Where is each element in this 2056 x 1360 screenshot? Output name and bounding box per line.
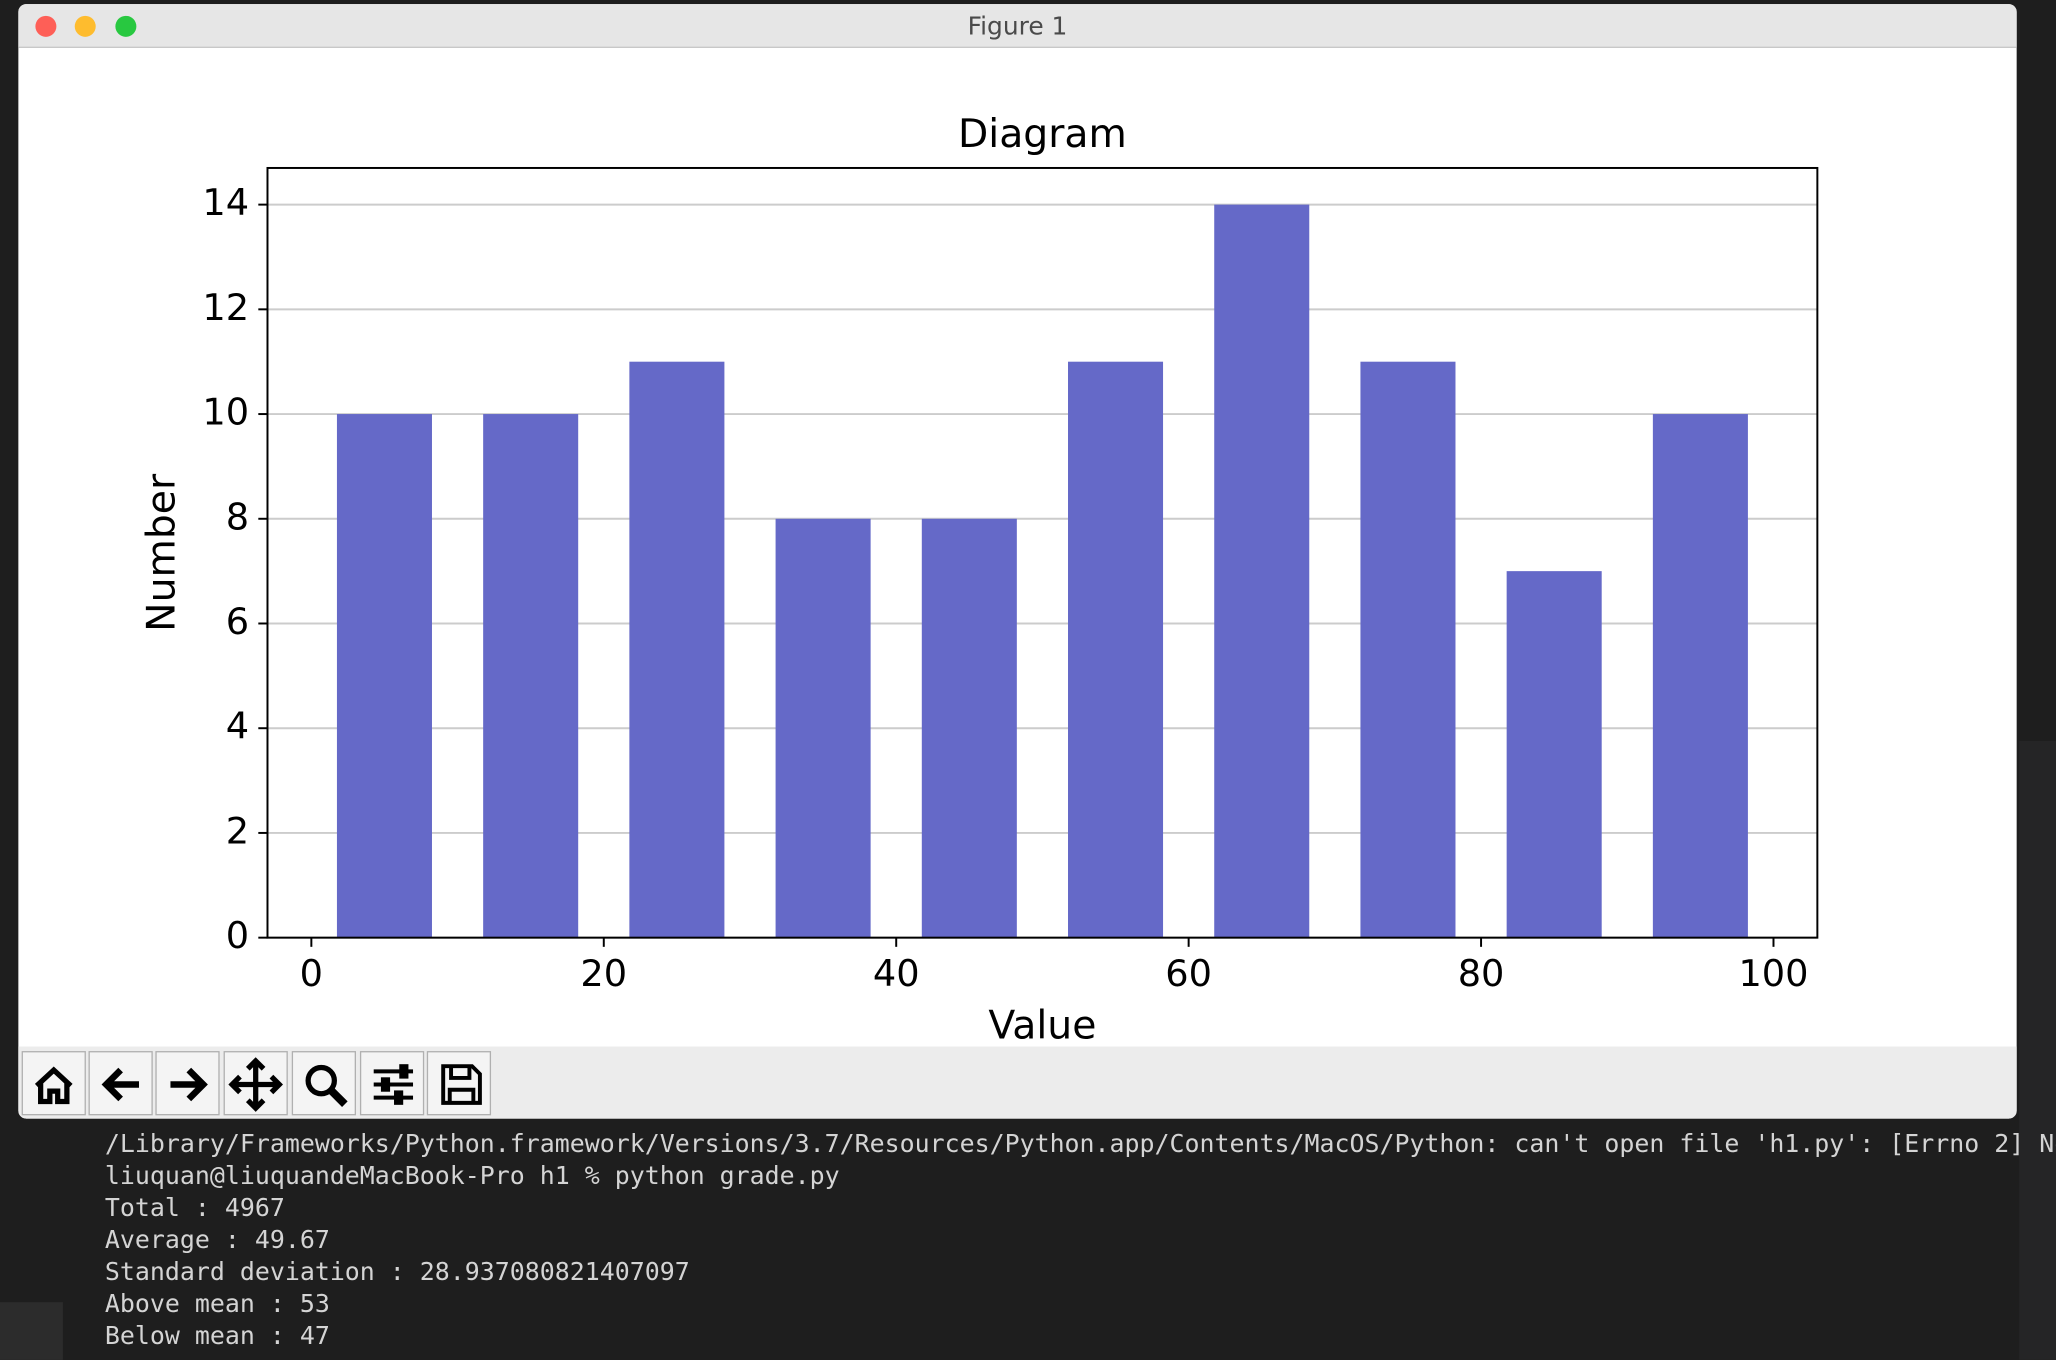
pan-icon	[228, 1057, 283, 1112]
bar	[629, 361, 725, 938]
chart-title: Diagram	[958, 111, 1127, 157]
y-tick-label: 12	[202, 286, 249, 329]
x-tick-label: 0	[300, 952, 323, 995]
close-button[interactable]	[35, 15, 57, 37]
y-tick-label: 4	[226, 705, 249, 748]
configure-slider	[380, 1077, 391, 1092]
bar	[921, 518, 1017, 938]
terminal-line: Total : 4967	[105, 1193, 285, 1222]
y-tick-label: 6	[226, 600, 249, 643]
bar	[1652, 414, 1748, 938]
x-tick-label: 100	[1738, 952, 1808, 995]
zoom-tool-button[interactable]	[291, 1051, 356, 1116]
zoom-icon	[305, 1064, 337, 1097]
terminal: /Library/Frameworks/Python.framework/Ver…	[105, 1129, 2056, 1350]
home-icon	[34, 1066, 73, 1105]
bar	[336, 414, 432, 938]
chart: Diagram Value Number 0 2 4 6 8 10 12 14 0 20 40 60 80 10…	[138, 111, 1819, 1049]
x-tick-label: 80	[1458, 952, 1505, 995]
save-icon	[441, 1064, 482, 1105]
terminal-line: liuquan@liuquandeMacBook-Pro h1 % python…	[105, 1161, 840, 1190]
bar	[775, 518, 871, 938]
terminal-line: Above mean : 53	[105, 1289, 330, 1318]
y-tick-label: 14	[202, 181, 249, 224]
minimize-button[interactable]	[74, 15, 96, 37]
y-tick-label: 2	[226, 809, 249, 852]
zoom-button[interactable]	[115, 15, 137, 37]
y-axis-label: Number	[138, 473, 184, 632]
home-button[interactable]	[21, 1051, 86, 1116]
configure-slider	[399, 1064, 409, 1079]
terminal-line: Below mean : 47	[105, 1321, 330, 1350]
toolbar-buttons	[21, 1051, 492, 1116]
configure-slider	[394, 1090, 404, 1105]
terminal-edge	[2019, 740, 2056, 1360]
toolbar	[18, 1046, 2017, 1119]
back-icon	[101, 1067, 139, 1102]
terminal-line: Average : 49.67	[105, 1225, 330, 1254]
plot-frame	[266, 166, 1819, 939]
bar	[1214, 204, 1310, 938]
bar	[483, 414, 579, 938]
x-tick-label: 20	[580, 952, 627, 995]
window-title: Figure 1	[968, 12, 1068, 41]
bar	[1360, 361, 1456, 938]
x-tick-label: 40	[873, 952, 920, 995]
terminal-line: /Library/Frameworks/Python.framework/Ver…	[105, 1129, 2056, 1158]
sidebar-strip	[0, 1302, 63, 1360]
x-tick-label: 60	[1165, 952, 1212, 995]
y-tick-label: 10	[202, 391, 249, 434]
bar	[1068, 361, 1164, 938]
terminal-line: Standard deviation : 28.937080821407097	[105, 1257, 690, 1286]
y-tick-label: 0	[226, 914, 249, 957]
bar	[1506, 571, 1602, 938]
y-tick-label: 8	[226, 495, 249, 538]
forward-icon	[170, 1067, 208, 1102]
x-axis-label: Value	[988, 1003, 1096, 1049]
title-bar	[18, 4, 2017, 48]
zoom-icon-handle	[327, 1086, 348, 1107]
